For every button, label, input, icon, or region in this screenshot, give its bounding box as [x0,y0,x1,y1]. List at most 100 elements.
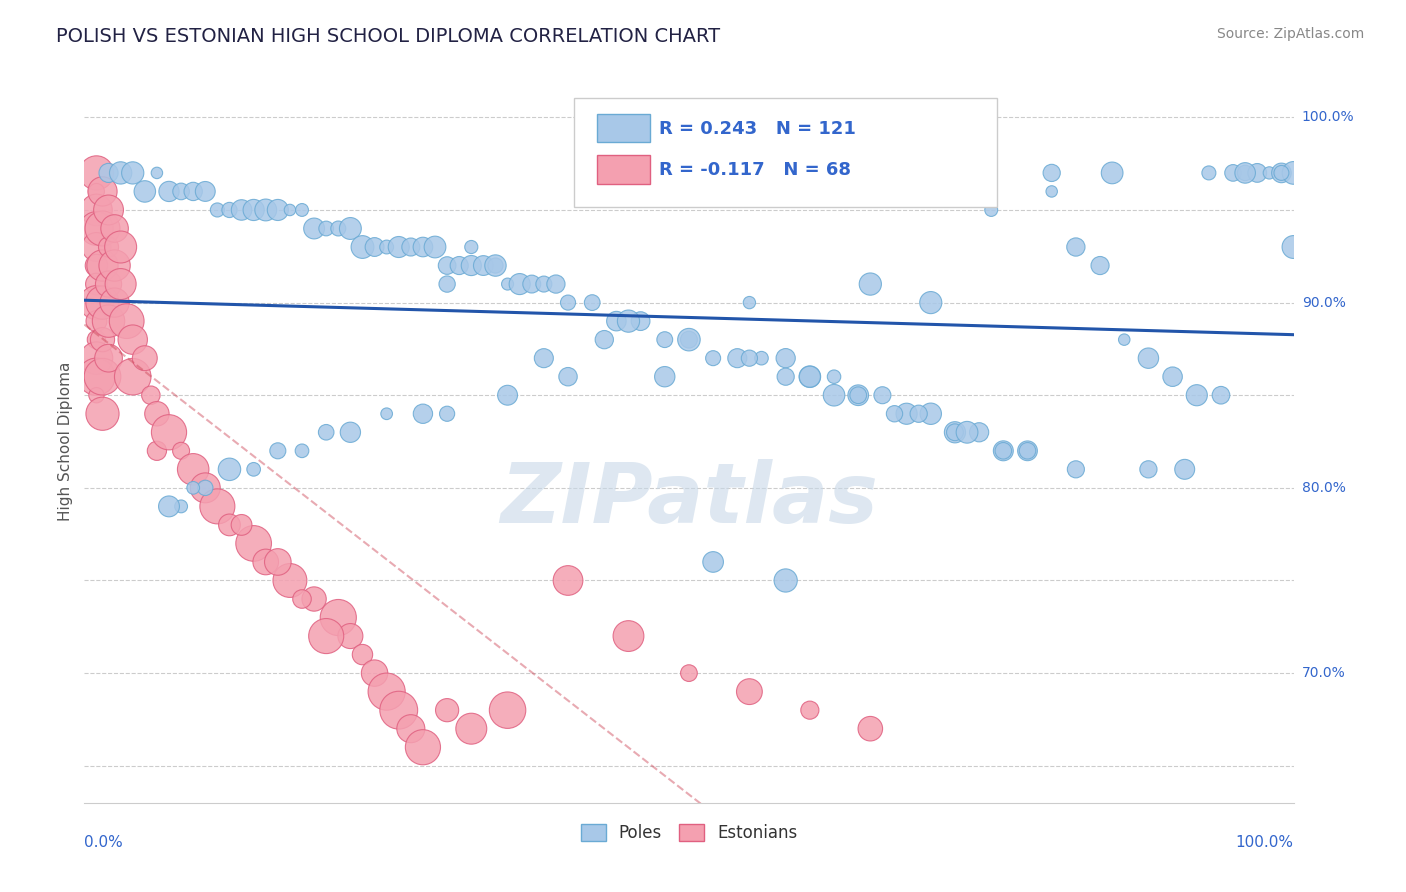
Point [1234,166,1257,180]
Point [533,351,555,366]
Text: R = 0.243   N = 121: R = 0.243 N = 121 [659,120,856,137]
Point [544,277,567,291]
Point [86,166,108,180]
Point [86,314,108,328]
Point [110,277,132,291]
Point [557,295,579,310]
Point [872,388,894,402]
Legend: Poles, Estonians: Poles, Estonians [574,817,804,848]
Point [104,221,127,235]
Point [363,240,385,254]
Point [738,684,761,698]
FancyBboxPatch shape [598,155,650,184]
Point [86,388,108,402]
Point [388,703,411,717]
FancyBboxPatch shape [598,114,650,143]
Point [460,240,482,254]
Point [134,351,156,366]
Point [1185,388,1208,402]
Point [375,240,398,254]
Point [181,462,204,476]
Point [218,517,240,532]
Point [725,351,748,366]
Point [91,369,114,384]
Point [218,462,240,476]
Point [1064,462,1087,476]
Point [1246,166,1268,180]
Point [352,240,374,254]
Point [278,574,301,588]
Point [207,202,229,217]
Point [86,369,108,384]
Point [993,443,1015,458]
Point [1137,462,1160,476]
Point [1114,333,1136,347]
Point [91,185,114,199]
Point [557,574,579,588]
Point [91,259,114,273]
Point [375,684,398,698]
Point [328,610,350,624]
Point [1222,166,1244,180]
Point [520,277,543,291]
Point [738,295,761,310]
Point [799,369,821,384]
Point [412,240,434,254]
Point [823,369,845,384]
Point [896,407,918,421]
Point [218,202,240,217]
Point [207,500,229,514]
Point [920,295,942,310]
Point [267,555,290,569]
Point [121,333,143,347]
Point [484,259,506,273]
Text: R = -0.117   N = 68: R = -0.117 N = 68 [659,161,851,179]
Point [1161,369,1184,384]
Point [399,722,422,736]
Point [291,202,314,217]
Point [859,722,882,736]
Point [86,240,108,254]
Point [1270,166,1292,180]
Point [97,240,120,254]
Point [86,259,108,273]
Point [291,443,314,458]
Point [436,703,458,717]
Point [581,295,603,310]
Point [412,740,434,755]
Point [846,388,869,402]
Text: 100.0%: 100.0% [1302,111,1354,124]
Point [121,166,143,180]
Point [1174,462,1197,476]
Point [278,202,301,217]
Text: 0.0%: 0.0% [84,835,124,850]
Point [267,202,290,217]
Point [134,185,156,199]
Point [993,443,1015,458]
Point [846,388,869,402]
Point [1282,166,1305,180]
Point [496,703,519,717]
Point [943,425,966,440]
Point [91,333,114,347]
Point [1101,166,1123,180]
Point [86,351,108,366]
Point [472,259,495,273]
Point [883,407,905,421]
Point [423,240,446,254]
Point [194,481,217,495]
Point [1017,443,1039,458]
Point [146,443,169,458]
Point [242,202,264,217]
Point [654,333,676,347]
Point [157,425,180,440]
Point [339,221,361,235]
Point [678,333,700,347]
Point [86,185,108,199]
Point [460,259,482,273]
Point [1198,166,1220,180]
Point [181,185,204,199]
Point [254,202,277,217]
Point [315,221,337,235]
Text: Source: ZipAtlas.com: Source: ZipAtlas.com [1216,27,1364,41]
